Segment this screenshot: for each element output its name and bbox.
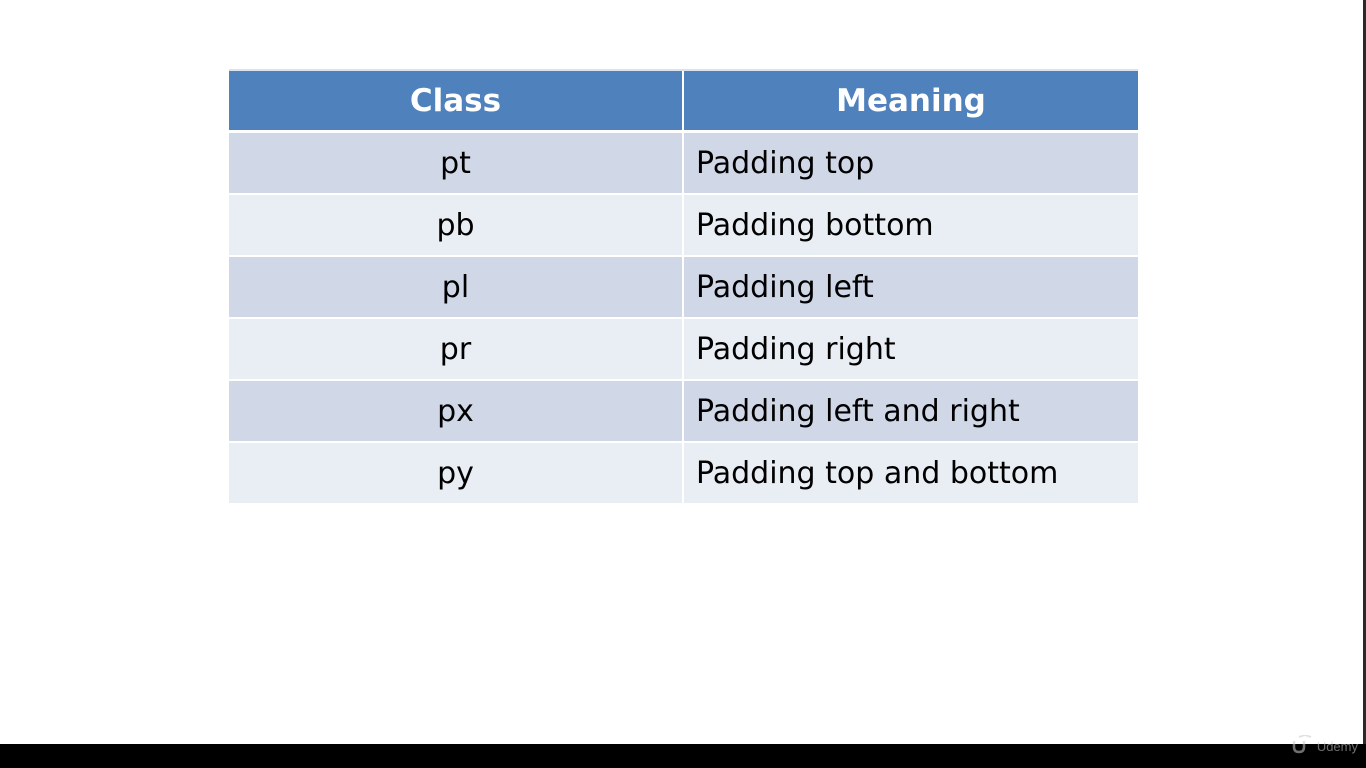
class-cell: pr [229,318,683,381]
meaning-cell: Padding top [682,131,1138,195]
class-cell: py [229,442,683,505]
meaning-cell: Padding left [682,256,1138,319]
table-row: pb Padding bottom [229,194,1138,257]
class-cell: px [229,380,683,443]
meaning-cell: Padding left and right [682,380,1138,443]
padding-classes-table: Class Meaning pt Padding top pb Padding … [229,69,1138,505]
meaning-cell: Padding top and bottom [682,442,1138,505]
udemy-logo-icon [1291,733,1313,758]
class-cell: pt [229,131,683,195]
right-edge-border [1363,0,1366,744]
video-bottom-bar [0,744,1366,768]
table-header-row: Class Meaning [229,69,1138,133]
table-row: pl Padding left [229,256,1138,319]
class-cell: pb [229,194,683,257]
udemy-watermark: Udemy [1291,733,1358,758]
table-row: px Padding left and right [229,380,1138,443]
header-class: Class [229,69,683,133]
header-meaning: Meaning [682,69,1138,133]
udemy-watermark-text: Udemy [1316,738,1358,754]
slide: Class Meaning pt Padding top pb Padding … [229,0,1366,744]
table-row: py Padding top and bottom [229,442,1138,505]
meaning-cell: Padding right [682,318,1138,381]
table-row: pr Padding right [229,318,1138,381]
meaning-cell: Padding bottom [682,194,1138,257]
table-row: pt Padding top [229,131,1138,195]
class-cell: pl [229,256,683,319]
